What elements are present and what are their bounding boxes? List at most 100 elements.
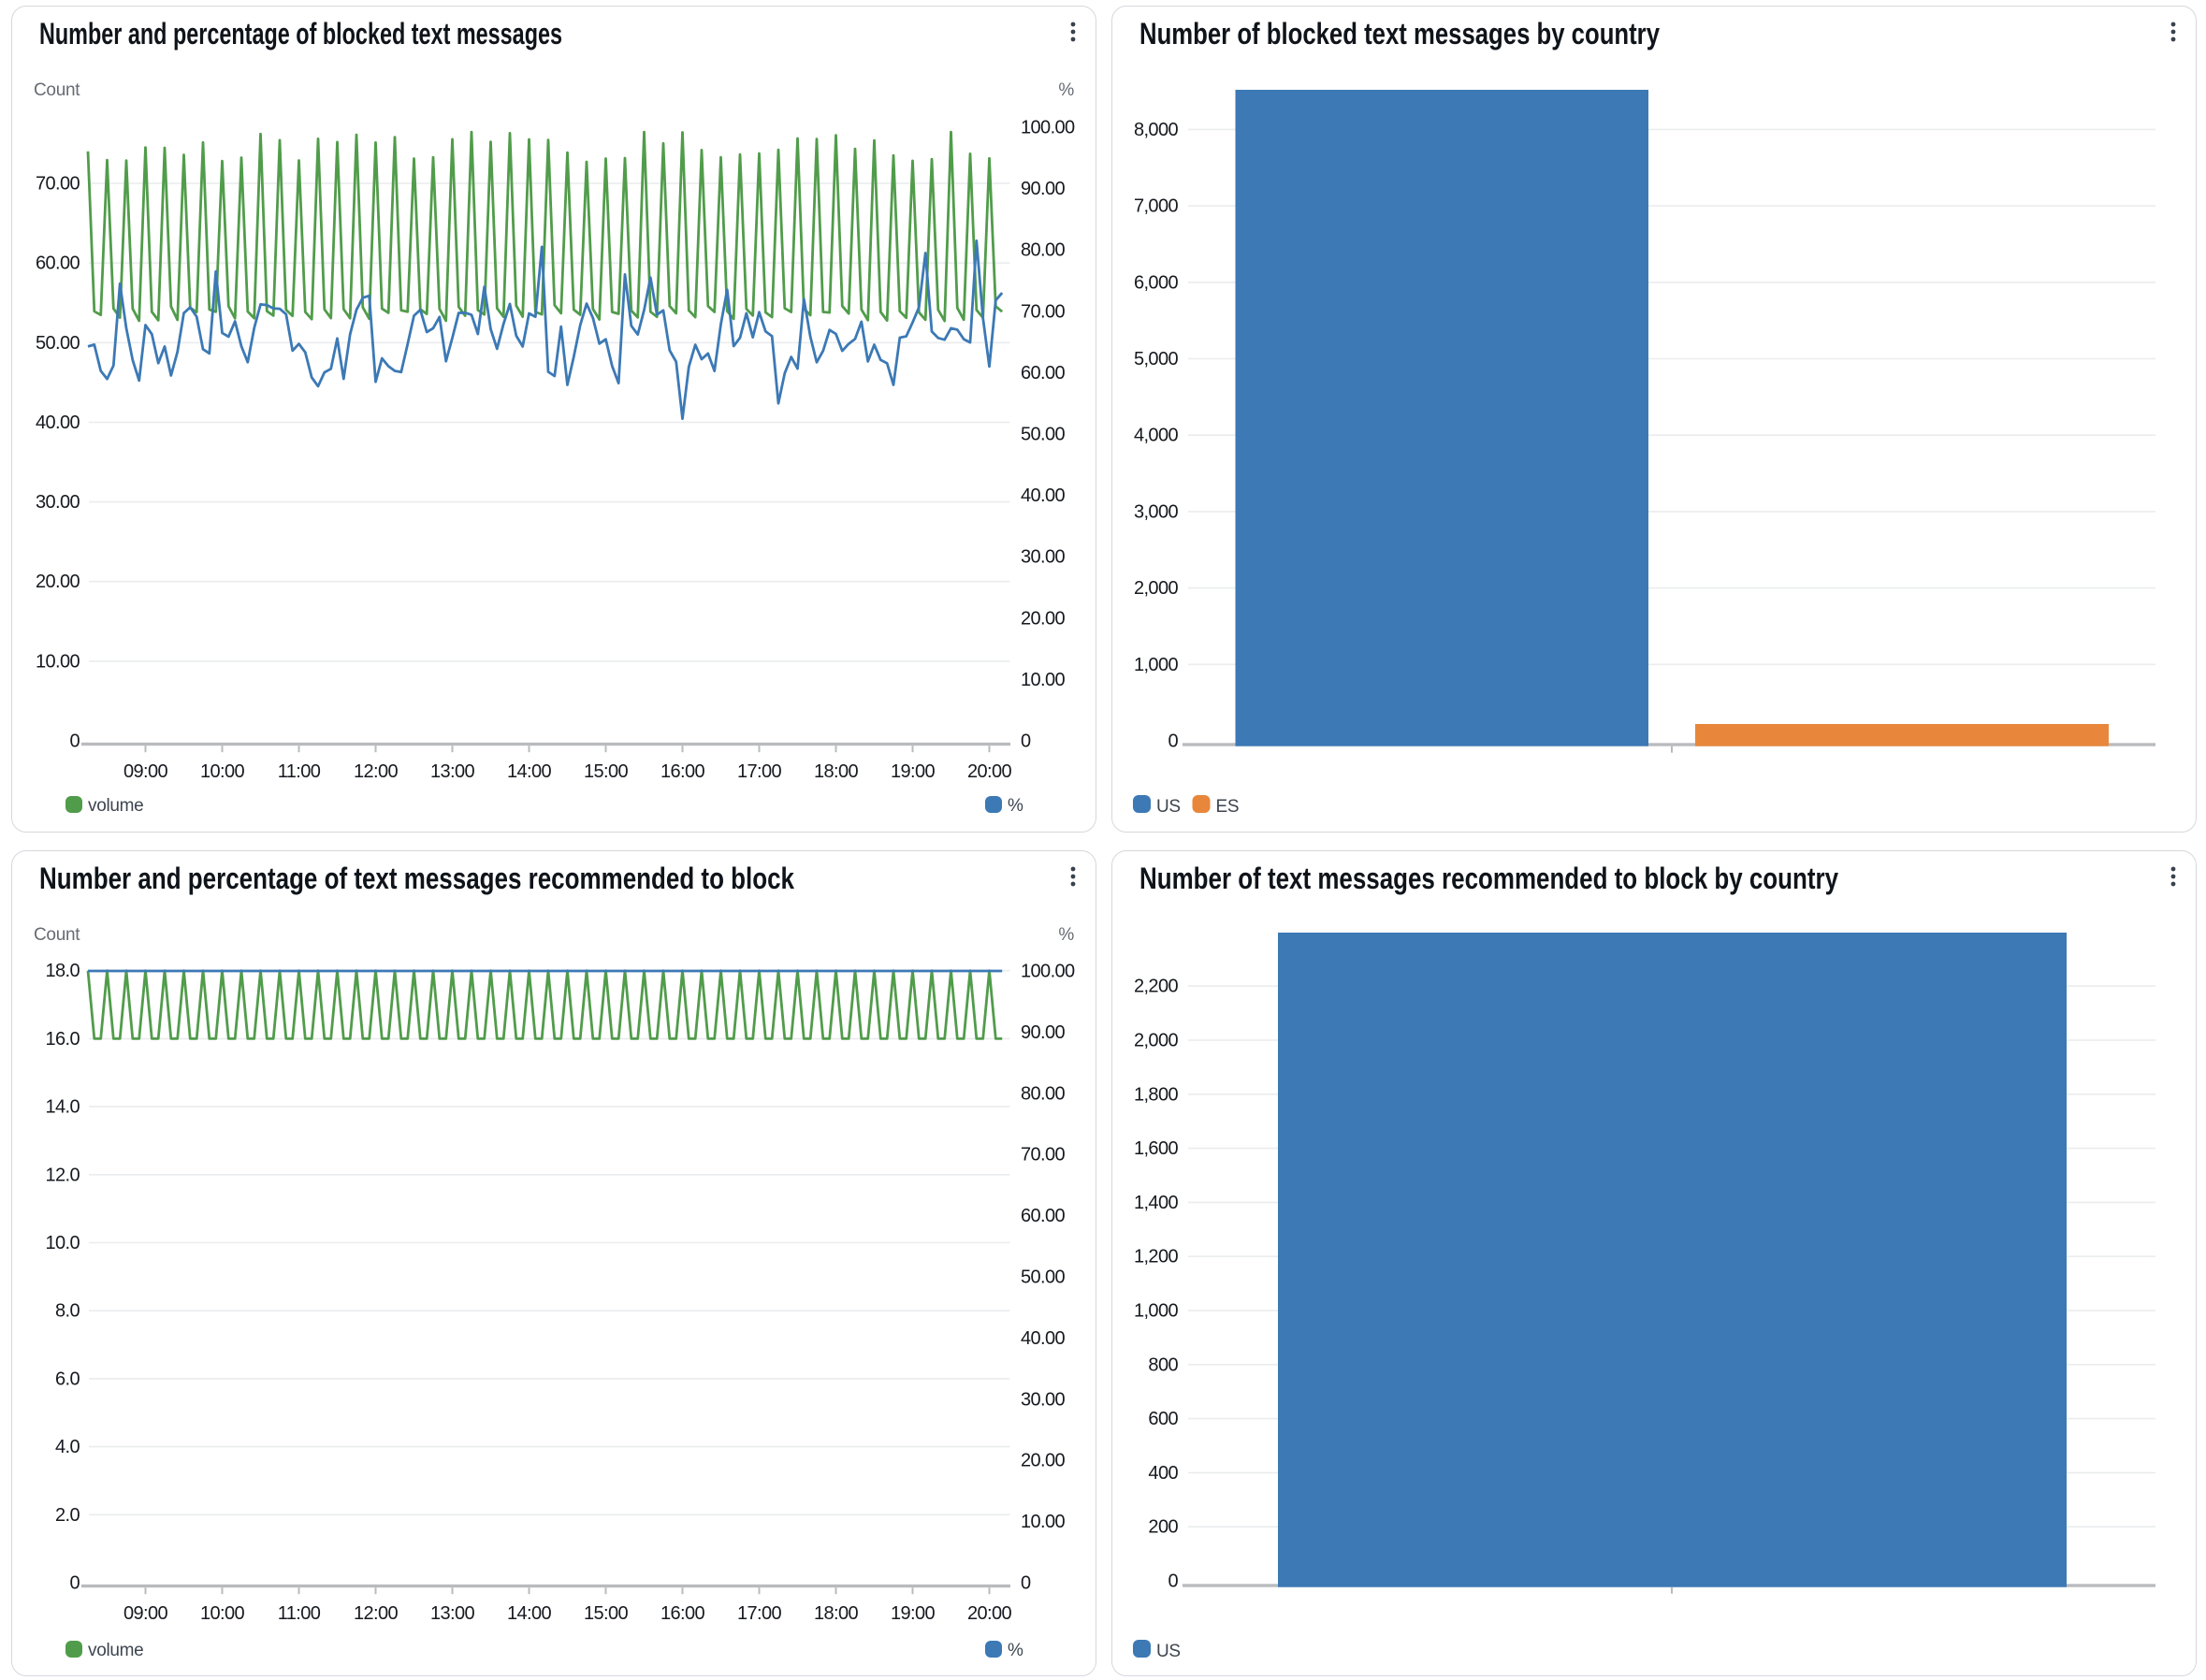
svg-text:0: 0 [1168, 1571, 1178, 1592]
svg-text:Count: Count [34, 80, 80, 100]
svg-text:Count: Count [34, 925, 80, 945]
svg-text:20.00: 20.00 [1021, 608, 1066, 629]
svg-text:70.00: 70.00 [1021, 1145, 1066, 1166]
svg-text:2,000: 2,000 [1134, 1031, 1179, 1051]
svg-text:0: 0 [1168, 731, 1178, 752]
svg-text:%: % [1058, 925, 1074, 945]
svg-text:1,800: 1,800 [1134, 1084, 1179, 1105]
svg-text:Number and percentage of block: Number and percentage of blocked text me… [39, 17, 562, 51]
svg-text:16:00: 16:00 [660, 1603, 705, 1624]
svg-text:3,000: 3,000 [1134, 501, 1179, 522]
svg-text:US: US [1156, 1642, 1181, 1661]
svg-text:30.00: 30.00 [1021, 1389, 1066, 1410]
svg-text:1,600: 1,600 [1134, 1138, 1179, 1159]
svg-text:40.00: 40.00 [1021, 485, 1066, 506]
svg-text:40.00: 40.00 [36, 413, 80, 433]
svg-text:Number of text messages recomm: Number of text messages recommended to b… [1139, 862, 1838, 895]
svg-text:90.00: 90.00 [1021, 1022, 1066, 1043]
svg-text:16.0: 16.0 [45, 1029, 80, 1050]
svg-text:Number and percentage of text: Number and percentage of text messages r… [39, 862, 794, 895]
svg-text:6,000: 6,000 [1134, 272, 1179, 293]
svg-text:11:00: 11:00 [278, 761, 321, 782]
svg-text:09:00: 09:00 [123, 1603, 168, 1624]
svg-text:1,000: 1,000 [1134, 1301, 1179, 1322]
svg-text:7,000: 7,000 [1134, 196, 1179, 217]
svg-text:10:00: 10:00 [200, 1603, 245, 1624]
svg-text:18:00: 18:00 [814, 761, 859, 782]
svg-text:0: 0 [1021, 1573, 1031, 1594]
svg-text:1,400: 1,400 [1134, 1193, 1179, 1213]
svg-text:800: 800 [1148, 1354, 1178, 1375]
svg-text:Number of blocked text message: Number of blocked text messages by count… [1139, 17, 1660, 51]
svg-text:60.00: 60.00 [1021, 1206, 1066, 1226]
svg-text:8,000: 8,000 [1134, 120, 1179, 140]
svg-text:ES: ES [1216, 797, 1240, 817]
svg-text:20.00: 20.00 [36, 572, 80, 592]
svg-text:60.00: 60.00 [36, 253, 80, 274]
svg-text:10.00: 10.00 [36, 651, 80, 672]
svg-text:16:00: 16:00 [660, 761, 705, 782]
svg-text:50.00: 50.00 [1021, 425, 1066, 445]
svg-text:2,000: 2,000 [1134, 578, 1179, 599]
svg-text:60.00: 60.00 [1021, 363, 1066, 384]
svg-text:10.00: 10.00 [1021, 670, 1066, 690]
svg-text:200: 200 [1148, 1517, 1178, 1538]
svg-text:11:00: 11:00 [278, 1603, 321, 1624]
svg-text:10.0: 10.0 [45, 1233, 80, 1253]
svg-text:50.00: 50.00 [1021, 1267, 1066, 1288]
svg-text:5,000: 5,000 [1134, 349, 1179, 369]
svg-text:10:00: 10:00 [200, 761, 245, 782]
svg-text:40.00: 40.00 [1021, 1328, 1066, 1349]
svg-text:%: % [1058, 80, 1074, 100]
svg-text:19:00: 19:00 [891, 1603, 936, 1624]
svg-text:13:00: 13:00 [430, 1603, 475, 1624]
svg-text:100.00: 100.00 [1021, 118, 1075, 138]
svg-text:2,200: 2,200 [1134, 977, 1179, 997]
svg-text:50.00: 50.00 [36, 333, 80, 354]
svg-text:20:00: 20:00 [967, 761, 1012, 782]
svg-text:20:00: 20:00 [967, 1603, 1012, 1624]
svg-text:90.00: 90.00 [1021, 179, 1066, 199]
svg-text:4.0: 4.0 [55, 1437, 80, 1457]
svg-text:17:00: 17:00 [737, 1603, 782, 1624]
svg-text:%: % [1008, 1641, 1023, 1660]
svg-text:20.00: 20.00 [1021, 1451, 1066, 1471]
svg-text:14:00: 14:00 [507, 761, 552, 782]
svg-text:4,000: 4,000 [1134, 426, 1179, 446]
svg-text:18:00: 18:00 [814, 1603, 859, 1624]
svg-text:12.0: 12.0 [45, 1165, 80, 1185]
svg-text:volume: volume [88, 1641, 143, 1660]
svg-text:70.00: 70.00 [1021, 301, 1066, 322]
svg-text:18.0: 18.0 [45, 961, 80, 981]
svg-text:14:00: 14:00 [507, 1603, 552, 1624]
svg-text:0: 0 [69, 731, 80, 752]
svg-text:1,200: 1,200 [1134, 1247, 1179, 1267]
svg-text:70.00: 70.00 [36, 174, 80, 195]
svg-text:19:00: 19:00 [891, 761, 936, 782]
svg-text:0: 0 [69, 1573, 80, 1594]
svg-text:400: 400 [1148, 1463, 1178, 1484]
svg-text:80.00: 80.00 [1021, 1083, 1066, 1104]
svg-text:600: 600 [1148, 1409, 1178, 1429]
svg-text:volume: volume [88, 796, 143, 816]
svg-text:10.00: 10.00 [1021, 1512, 1066, 1532]
svg-text:6.0: 6.0 [55, 1369, 80, 1389]
svg-text:2.0: 2.0 [55, 1505, 80, 1526]
svg-text:30.00: 30.00 [36, 492, 80, 513]
svg-text:100.00: 100.00 [1021, 962, 1075, 982]
svg-text:US: US [1156, 797, 1181, 817]
svg-text:13:00: 13:00 [430, 761, 475, 782]
svg-text:15:00: 15:00 [584, 761, 629, 782]
svg-text:15:00: 15:00 [584, 1603, 629, 1624]
svg-text:0: 0 [1021, 731, 1031, 752]
svg-text:17:00: 17:00 [737, 761, 782, 782]
svg-text:1,000: 1,000 [1134, 655, 1179, 675]
svg-text:12:00: 12:00 [354, 761, 399, 782]
svg-text:8.0: 8.0 [55, 1301, 80, 1322]
svg-text:80.00: 80.00 [1021, 240, 1066, 261]
svg-text:12:00: 12:00 [354, 1603, 399, 1624]
svg-text:09:00: 09:00 [123, 761, 168, 782]
svg-text:14.0: 14.0 [45, 1097, 80, 1118]
svg-text:30.00: 30.00 [1021, 547, 1066, 568]
svg-text:%: % [1008, 796, 1023, 816]
